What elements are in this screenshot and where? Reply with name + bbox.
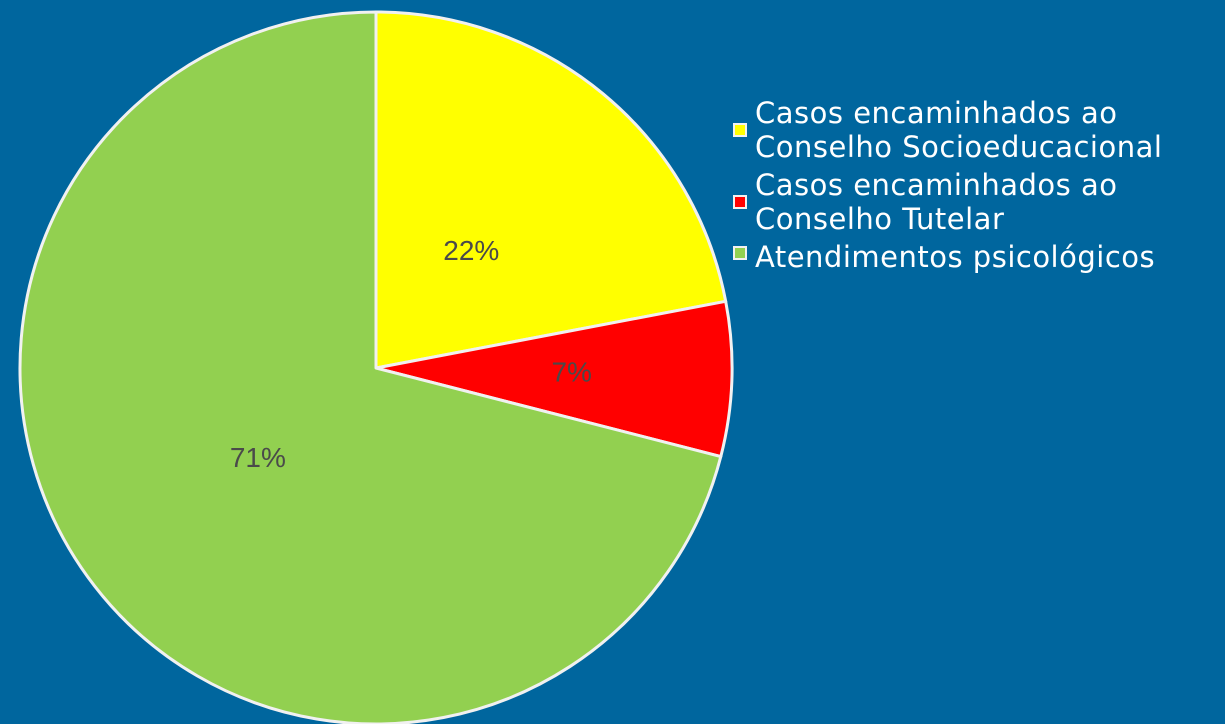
legend-swatch-green	[733, 246, 747, 260]
pie-label-tutelar: 7%	[551, 357, 591, 388]
legend-item-tutelar: Casos encaminhados ao Conselho Tutelar	[733, 168, 1223, 236]
legend-swatch-red	[733, 195, 747, 209]
legend-swatch-yellow	[733, 123, 747, 137]
pie-label-psicologicos: 71%	[230, 442, 286, 473]
pie-label-socioeducacional: 22%	[443, 235, 499, 266]
legend: Casos encaminhados ao Conselho Socioeduc…	[733, 96, 1223, 278]
legend-item-socioeducacional: Casos encaminhados ao Conselho Socioeduc…	[733, 96, 1223, 164]
legend-label-tutelar: Casos encaminhados ao Conselho Tutelar	[755, 168, 1118, 236]
pie-slice-socioeducacional	[374, 10, 728, 370]
legend-label-psicologicos: Atendimentos psicológicos	[755, 240, 1156, 274]
pie-slice-psicologicos	[18, 10, 723, 724]
legend-item-psicologicos: Atendimentos psicológicos	[733, 240, 1223, 274]
legend-label-socioeducacional: Casos encaminhados ao Conselho Socioeduc…	[755, 96, 1163, 164]
pie-slice-tutelar	[374, 299, 734, 459]
